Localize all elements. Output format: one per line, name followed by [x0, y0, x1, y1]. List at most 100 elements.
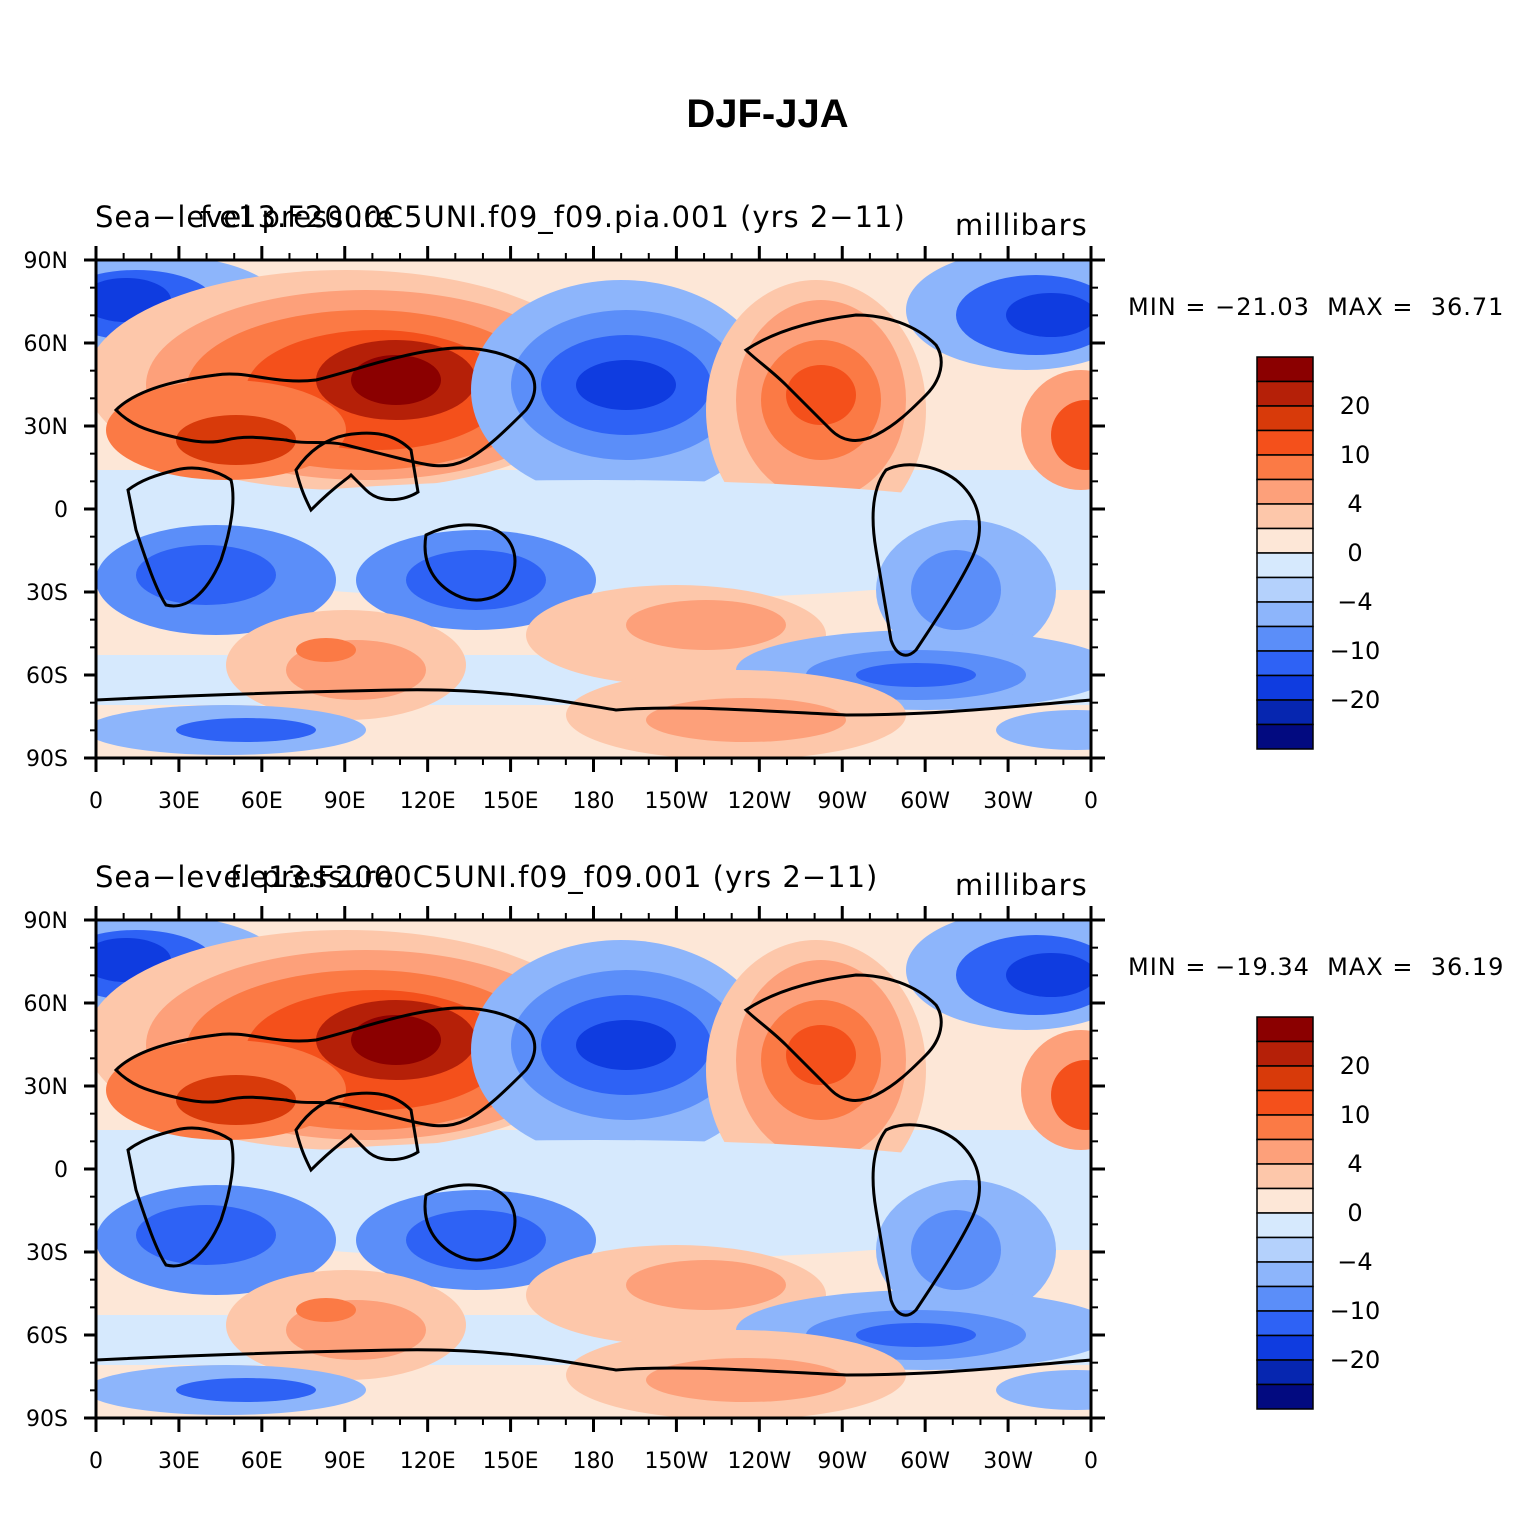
y-tick-label: 60S [26, 664, 68, 689]
x-tick-label: 90W [817, 1449, 867, 1474]
colorbar-label: 20 [1340, 1052, 1371, 1080]
x-tick-label: 150W [645, 789, 709, 814]
panel-center-title: f.e13.F2000C5UNI.f09_f09.001 (yrs 2−11) [230, 860, 879, 894]
pressure-field [96, 920, 1091, 1418]
colorbar-swatch [1256, 1187, 1314, 1214]
colorbar-swatch [1256, 552, 1314, 579]
x-tick-label: 0 [1084, 1449, 1098, 1474]
x-tick-label: 90E [324, 1449, 366, 1474]
colorbar-swatch [1256, 1114, 1314, 1141]
colorbar-swatch [1256, 650, 1314, 677]
colorbar: 20 10 4 0 −4 −10 −20 [1256, 1016, 1381, 1410]
colorbar-swatch [1256, 699, 1314, 726]
colorbar-swatch [1256, 454, 1314, 481]
y-tick-label: 90N [24, 909, 68, 934]
colorbar-swatch [1256, 1383, 1314, 1410]
contour-map: 90N 60N 30N 0 30S 60S 90S 0 30E 60E 90E 120E 150E 180… [24, 906, 1381, 1474]
colorbar-swatch [1256, 1285, 1314, 1312]
colorbar-swatch [1256, 478, 1314, 505]
colorbar-swatch [1256, 1261, 1314, 1288]
x-tick-label: 90W [817, 789, 867, 814]
y-tick-label: 60N [24, 332, 68, 357]
colorbar-swatch [1256, 1359, 1314, 1386]
colorbar-label: −4 [1337, 588, 1372, 616]
colorbar-swatch [1256, 576, 1314, 603]
colorbar-label: −10 [1330, 637, 1381, 665]
x-tick-label: 60W [900, 1449, 950, 1474]
colorbar-swatch [1256, 1212, 1314, 1239]
colorbar-swatch [1256, 1163, 1314, 1190]
colorbar-swatch [1256, 1016, 1314, 1043]
x-tick-label: 120W [727, 789, 791, 814]
x-tick-label: 90E [324, 789, 366, 814]
x-tick-label: 120E [400, 789, 456, 814]
panel-left-title: Sea−level pressure [95, 200, 395, 234]
colorbar-label: −10 [1330, 1297, 1381, 1325]
colorbar-swatch [1256, 527, 1314, 554]
colorbar-swatch [1256, 601, 1314, 628]
y-tick-label: 90S [26, 1407, 68, 1432]
x-tick-label: 0 [89, 789, 103, 814]
y-tick-label: 30S [26, 1241, 68, 1266]
x-tick-label: 120E [400, 1449, 456, 1474]
colorbar-label: 0 [1347, 539, 1362, 567]
x-tick-label: 180 [573, 1449, 615, 1474]
y-tick-label: 90N [24, 249, 68, 274]
x-tick-label: 120W [727, 1449, 791, 1474]
colorbar: 20 10 4 0 −4 −10 −20 [1256, 356, 1381, 750]
y-tick-label: 0 [54, 1158, 68, 1183]
x-tick-label: 60E [241, 1449, 283, 1474]
x-tick-label: 60E [241, 789, 283, 814]
colorbar-swatch [1256, 380, 1314, 407]
y-tick-label: 60S [26, 1324, 68, 1349]
colorbar-label: 4 [1347, 490, 1362, 518]
panel-units: millibars [955, 208, 1088, 242]
colorbar-swatch [1256, 503, 1314, 530]
colorbar-swatch [1256, 356, 1314, 383]
panel-center-title: f.e13.F2000C5UNI.f09_f09.pia.001 (yrs 2−… [200, 200, 906, 234]
colorbar-label: 0 [1347, 1199, 1362, 1227]
figure-title: DJF-JJA [686, 92, 849, 136]
colorbar-label: −20 [1330, 686, 1381, 714]
colorbar-label: −20 [1330, 1346, 1381, 1374]
x-tick-label: 150W [645, 1449, 709, 1474]
min-max-readout: MIN = −19.34 MAX = 36.19 [1128, 953, 1505, 981]
coastlines [96, 973, 1091, 1418]
x-tick-label: 30E [158, 789, 200, 814]
colorbar-swatch [1256, 723, 1314, 750]
colorbar-swatch [1256, 429, 1314, 456]
colorbar-swatch [1256, 1089, 1314, 1116]
x-tick-label: 60W [900, 789, 950, 814]
contour-map: 90N 60N 30N 0 30S 60S 90S 0 30E 60E 90E 120E 150E 180… [24, 246, 1381, 814]
colorbar-swatch [1256, 625, 1314, 652]
colorbar-swatch [1256, 674, 1314, 701]
x-tick-label: 30E [158, 1449, 200, 1474]
colorbar-label: 20 [1340, 392, 1371, 420]
y-tick-label: 60N [24, 992, 68, 1017]
colorbar-swatch [1256, 1065, 1314, 1092]
map-panel-2: Sea−level pressure f.e13.F2000C5UNI.f09_… [0, 840, 1535, 1500]
x-tick-label: 30W [983, 789, 1033, 814]
x-tick-label: 0 [89, 1449, 103, 1474]
panel-left-title: Sea−level pressure [95, 860, 395, 894]
x-tick-label: 30W [983, 1449, 1033, 1474]
colorbar-swatch [1256, 405, 1314, 432]
x-tick-label: 180 [573, 789, 615, 814]
min-max-readout: MIN = −21.03 MAX = 36.71 [1128, 293, 1505, 321]
colorbar-label: 10 [1340, 1101, 1371, 1129]
colorbar-swatch [1256, 1236, 1314, 1263]
pressure-field [96, 260, 1091, 758]
colorbar-swatch [1256, 1040, 1314, 1067]
x-tick-label: 150E [483, 1449, 539, 1474]
colorbar-label: 4 [1347, 1150, 1362, 1178]
y-tick-label: 90S [26, 747, 68, 772]
y-tick-label: 30N [24, 415, 68, 440]
coastlines [96, 313, 1091, 758]
colorbar-label: −4 [1337, 1248, 1372, 1276]
map-panel-1: Sea−level pressure f.e13.F2000C5UNI.f09_… [0, 180, 1535, 840]
x-tick-label: 150E [483, 789, 539, 814]
y-tick-label: 0 [54, 498, 68, 523]
colorbar-label: 10 [1340, 441, 1371, 469]
x-tick-label: 0 [1084, 789, 1098, 814]
colorbar-swatch [1256, 1138, 1314, 1165]
